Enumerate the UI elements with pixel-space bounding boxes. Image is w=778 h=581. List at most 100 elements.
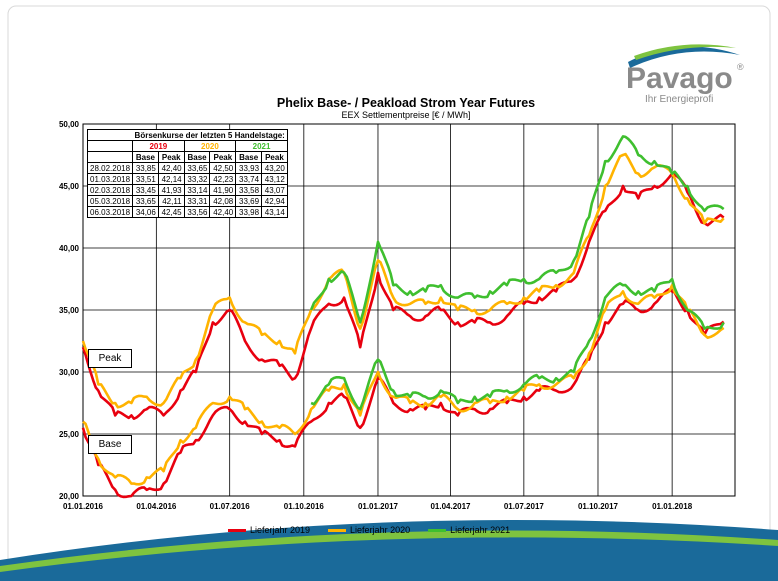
x-tick-label: 01.07.2016: [210, 502, 251, 511]
legend-label: Lieferjahr 2019: [250, 525, 311, 535]
quotes-row: 05.03.2018 33,65 42,11 33,31 42,08 33,69…: [86, 195, 288, 207]
quotes-row: 02.03.2018 33,45 41,93 33,14 41,90 33,58…: [86, 184, 288, 196]
quotes-cell: 33,31: [183, 195, 211, 207]
y-tick-label: 20,00: [59, 492, 80, 501]
chart-subtitle: EEX Settlementpreise [€ / MWh]: [341, 110, 470, 120]
quotes-cell-date: 05.03.2018: [86, 195, 134, 207]
quotes-year-corner: [86, 140, 134, 152]
quotes-cell: 43,20: [261, 162, 288, 174]
quotes-cell: 33,32: [183, 173, 211, 185]
series-line-peak-lieferjahr-2020: [81, 152, 725, 409]
logo-registered: ®: [737, 62, 744, 72]
quotes-cell: 41,90: [209, 184, 237, 196]
x-tick-label: 01.10.2017: [578, 502, 619, 511]
quotes-cell: 33,14: [183, 184, 211, 196]
series-line-peak-lieferjahr-2021: [309, 135, 725, 324]
quotes-corner: [86, 129, 133, 141]
quotes-cell: 42,14: [157, 173, 185, 185]
quotes-year-2021: 2021: [235, 140, 288, 152]
y-tick-label: 40,00: [59, 244, 80, 253]
quotes-table: Börsenkurse der letzten 5 Handelstage: 2…: [86, 129, 288, 218]
quotes-table-panel: Börsenkurse der letzten 5 Handelstage: 2…: [86, 129, 288, 218]
y-tick-label: 25,00: [59, 430, 80, 439]
group-label-peak: Peak: [88, 349, 132, 368]
axis-layer: 20,00 25,00 30,00 35,00 40,00 45,00 50,00 01.01…: [59, 120, 693, 511]
series-line-base-lieferjahr-2019: [81, 288, 725, 499]
quotes-cell: 41,93: [157, 184, 185, 196]
quotes-sub-header: Base: [183, 151, 211, 163]
chart-legend: Lieferjahr 2019 Lieferjahr 2020 Lieferja…: [228, 525, 510, 535]
series-line-base-lieferjahr-2021: [310, 277, 725, 411]
quotes-cell: 33,45: [132, 184, 159, 196]
logo-arc-green: [634, 44, 736, 60]
quotes-cell-date: 01.03.2018: [86, 173, 134, 185]
legend-swatch: [428, 528, 447, 532]
quotes-cell: 34,06: [132, 206, 159, 218]
pavago-logo: Pavago ® Ihr Energieprofi: [626, 44, 744, 105]
legend-label: Lieferjahr 2021: [450, 525, 511, 535]
quotes-cell: 42,40: [157, 162, 185, 174]
x-tick-label: 01.04.2017: [430, 502, 471, 511]
quotes-cell: 33,85: [132, 162, 159, 174]
quotes-cell: 42,94: [261, 195, 288, 207]
quotes-row: 06.03.2018 34,06 42,45 33,56 42,40 33,98…: [86, 206, 288, 218]
quotes-cell-date: 06.03.2018: [86, 206, 134, 218]
quotes-cell-date: 28.02.2018: [86, 162, 134, 174]
series-layer: [81, 135, 725, 499]
quotes-cell: 33,56: [183, 206, 211, 218]
quotes-cell: 43,14: [261, 206, 288, 218]
series-line-peak-lieferjahr-2019: [81, 172, 725, 420]
quotes-cell: 43,07: [261, 184, 288, 196]
quotes-sub-header: Base: [132, 151, 159, 163]
bottom-swoosh-green: [0, 530, 778, 572]
quotes-cell: 42,23: [209, 173, 237, 185]
quotes-cell: 43,12: [261, 173, 288, 185]
x-tick-label: 01.01.2016: [63, 502, 104, 511]
quotes-cell: 33,65: [132, 195, 159, 207]
logo-tagline: Ihr Energieprofi: [645, 94, 713, 105]
quotes-sub-header: Peak: [209, 151, 237, 163]
legend-item-2020: Lieferjahr 2020: [328, 525, 410, 535]
quotes-cell: 33,74: [235, 173, 263, 185]
quotes-row: 01.03.2018 33,51 42,14 33,32 42,23 33,74…: [86, 173, 288, 185]
quotes-cell: 33,93: [235, 162, 263, 174]
quotes-sub-header: Base: [235, 151, 263, 163]
legend-item-2021: Lieferjahr 2021: [428, 525, 510, 535]
y-tick-label: 50,00: [59, 120, 80, 129]
chart-title: Phelix Base- / Peakload Strom Year Futur…: [277, 96, 535, 110]
x-tick-label: 01.01.2017: [358, 502, 399, 511]
quotes-cell: 33,69: [235, 195, 263, 207]
quotes-cell: 42,11: [157, 195, 185, 207]
y-tick-label: 35,00: [59, 306, 80, 315]
quotes-row: 28.02.2018 33,85 42,40 33,65 42,50 33,93…: [86, 162, 288, 174]
quotes-cell: 42,50: [209, 162, 237, 174]
y-tick-label: 45,00: [59, 182, 80, 191]
quotes-cell: 33,58: [235, 184, 263, 196]
x-tick-label: 01.04.2016: [136, 502, 177, 511]
quotes-year-2019: 2019: [132, 140, 185, 152]
quotes-cell: 42,08: [209, 195, 237, 207]
x-tick-label: 01.07.2017: [504, 502, 545, 511]
quotes-cell: 42,40: [209, 206, 237, 218]
quotes-sub-corner: [86, 151, 134, 163]
legend-label: Lieferjahr 2020: [350, 525, 411, 535]
quotes-sub-header: Peak: [261, 151, 288, 163]
quotes-cell-date: 02.03.2018: [86, 184, 134, 196]
x-tick-label: 01.10.2016: [284, 502, 325, 511]
quotes-title: Börsenkurse der letzten 5 Handelstage:: [132, 129, 288, 141]
quotes-sub-header: Peak: [157, 151, 185, 163]
quotes-year-2020: 2020: [183, 140, 237, 152]
quotes-cell: 33,65: [183, 162, 211, 174]
legend-swatch: [228, 528, 246, 532]
quotes-cell: 42,45: [157, 206, 185, 218]
logo-name: Pavago: [626, 62, 733, 95]
legend-swatch: [328, 528, 347, 532]
quotes-cell: 33,51: [132, 173, 159, 185]
group-label-base: Base: [88, 435, 132, 454]
y-tick-label: 30,00: [59, 368, 80, 377]
x-tick-label: 01.01.2018: [652, 502, 693, 511]
quotes-cell: 33,98: [235, 206, 263, 218]
legend-item-2019: Lieferjahr 2019: [228, 525, 310, 535]
